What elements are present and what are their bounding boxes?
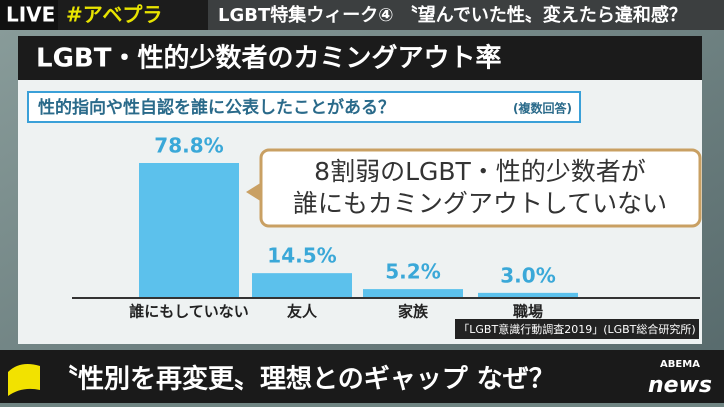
hashtag: #アベプラ — [66, 3, 162, 27]
headline-box — [208, 0, 724, 30]
subtitle-note: (複数回答) — [513, 101, 572, 116]
chart-subtitle: 性的指向や性自認を誰に公表したことがある？ — [38, 97, 395, 118]
value-label: 14.5% — [267, 244, 336, 268]
subtitle-box — [27, 91, 581, 123]
ticker-bar — [0, 350, 724, 403]
value-label: 3.0% — [500, 263, 555, 287]
ticker-icon — [8, 364, 40, 396]
category-label: 友人 — [287, 303, 318, 321]
callout — [259, 148, 702, 228]
category-label: 家族 — [398, 303, 429, 321]
bar — [139, 163, 239, 298]
category-label: 誰にもしていない — [129, 303, 249, 321]
source: 「LGBT意識行動調査2019」(LGBT総合研究所) — [458, 322, 695, 336]
category-label: 職場 — [513, 303, 543, 321]
hashtag-box — [58, 0, 208, 30]
annotation-line: 誰にもカミングアウトしていない — [293, 189, 667, 218]
logo-name: news — [648, 373, 712, 398]
live-badge — [0, 0, 58, 30]
annotation-line: 8割弱のLGBT・性的少数者が — [314, 157, 646, 186]
source-box — [455, 319, 699, 339]
logo-brand: ABEMA — [660, 359, 700, 370]
ticker-text: 〝性別を再変更〟理想とのギャップ なぜ？ — [52, 364, 555, 395]
headline: LGBT特集ウィーク④ 〝望んでいた性〟変えたら違和感？ — [218, 4, 687, 26]
bar — [363, 289, 463, 298]
bar — [478, 292, 578, 298]
value-label: 78.8% — [154, 134, 223, 158]
callout-pointer — [246, 182, 262, 202]
bar — [252, 273, 352, 298]
live-label: LIVE — [6, 3, 55, 27]
plot: 78.8% 誰にもしていない 14.5% 友人 5.2% 家族 3.0% 職場 — [129, 134, 578, 321]
title-box — [18, 36, 702, 80]
chart-title: LGBT・性的少数者のカミングアウト率 — [36, 43, 501, 74]
value-label: 5.2% — [385, 260, 440, 284]
